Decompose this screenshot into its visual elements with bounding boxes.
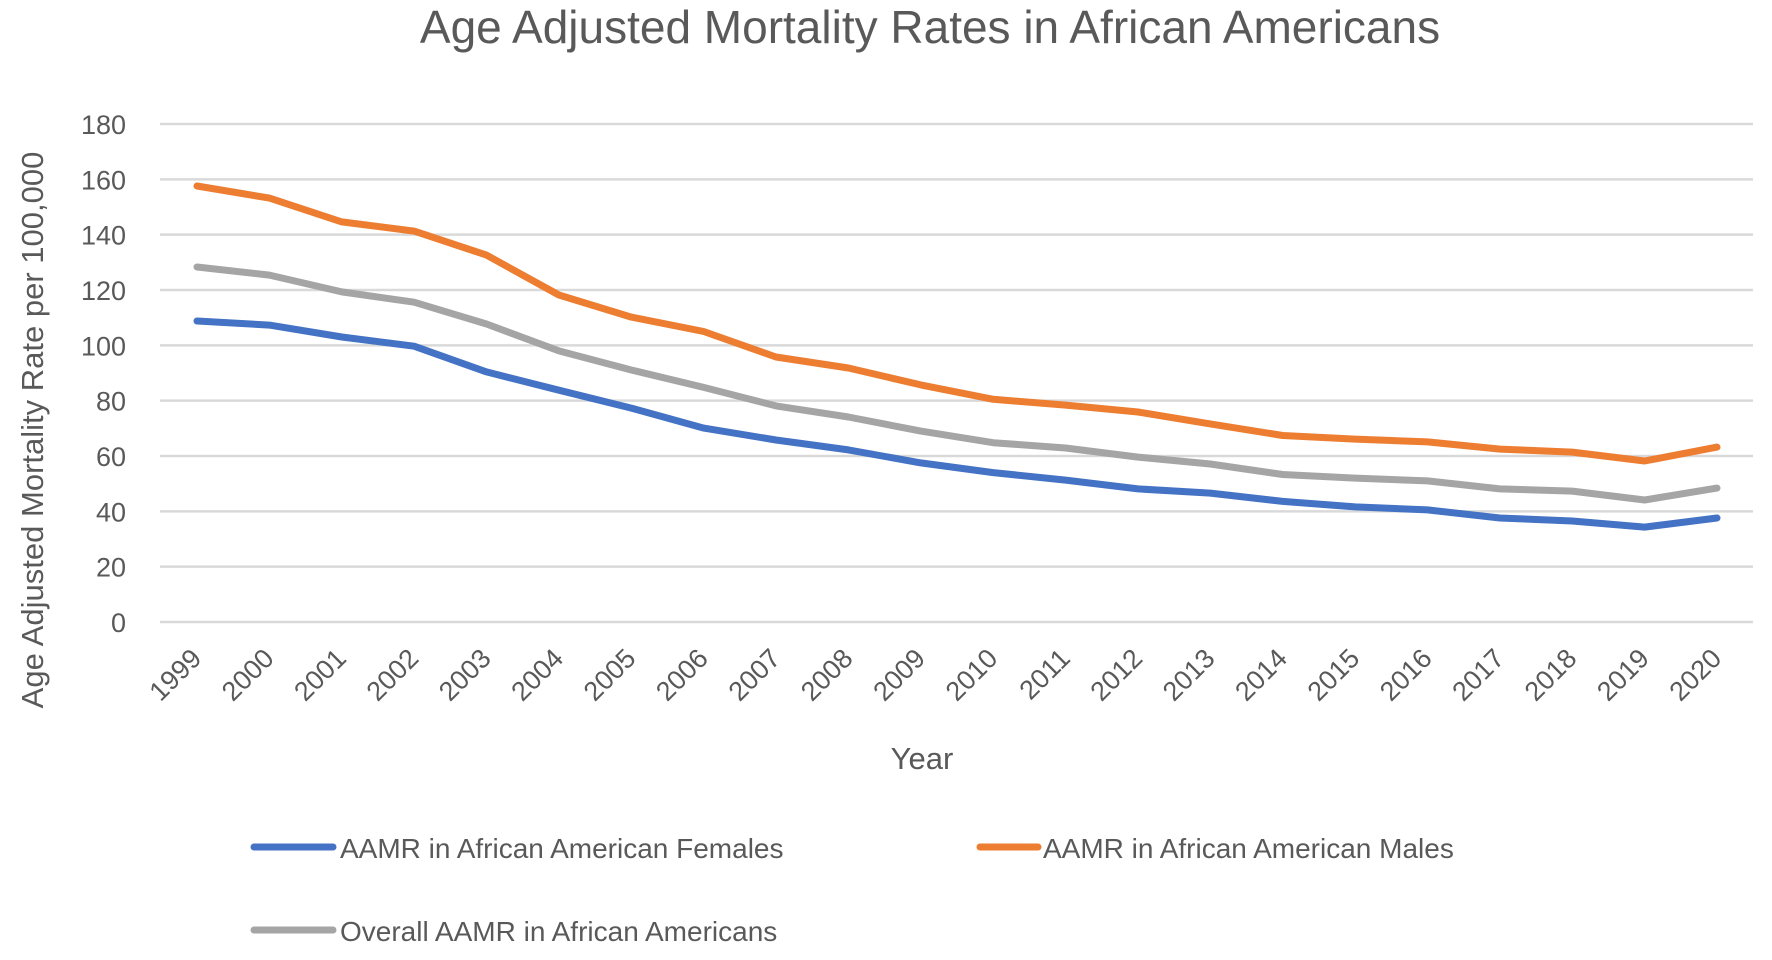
x-tick-label: 2000 xyxy=(216,643,280,707)
y-tick-label: 80 xyxy=(96,387,126,417)
y-tick-label: 180 xyxy=(81,110,126,140)
x-tick-label: 2010 xyxy=(940,643,1004,707)
x-tick-label: 2018 xyxy=(1519,643,1583,707)
legend-item-females[interactable]: AAMR in African American Females xyxy=(250,833,784,864)
x-tick-label: 2014 xyxy=(1229,643,1293,707)
series-lines xyxy=(193,182,1721,531)
legend-label-females: AAMR in African American Females xyxy=(340,833,784,864)
x-tick-label: 2019 xyxy=(1591,643,1655,707)
x-tick-label: 1999 xyxy=(144,643,208,707)
x-tick-label: 2017 xyxy=(1446,643,1510,707)
y-tick-label: 140 xyxy=(81,221,126,251)
x-tick-label: 2012 xyxy=(1085,643,1149,707)
x-tick-label: 2006 xyxy=(650,643,714,707)
legend-label-overall: Overall AAMR in African Americans xyxy=(340,916,777,947)
x-tick-label: 2005 xyxy=(578,643,642,707)
x-tick-label: 2007 xyxy=(723,643,787,707)
x-axis-title: Year xyxy=(891,741,954,776)
y-axis-title: Age Adjusted Mortality Rate per 100,000 xyxy=(15,152,50,709)
series-line-2 xyxy=(193,263,1721,504)
x-tick-label: 2002 xyxy=(361,643,425,707)
x-tick-label: 2004 xyxy=(505,643,569,707)
y-axis-ticks: 0 20 40 60 80 100 120 140 160 180 xyxy=(81,110,126,638)
x-tick-label: 2011 xyxy=(1014,643,1076,705)
chart-title: Age Adjusted Mortality Rates in African … xyxy=(420,1,1440,53)
x-tick-label: 2003 xyxy=(433,643,497,707)
x-tick-label: 2009 xyxy=(867,643,931,707)
legend-item-males[interactable]: AAMR in African American Males xyxy=(976,833,1454,864)
legend-label-males: AAMR in African American Males xyxy=(1043,833,1454,864)
y-tick-label: 160 xyxy=(81,165,126,195)
legend-item-overall[interactable]: Overall AAMR in African Americans xyxy=(250,916,777,947)
x-tick-label: 2015 xyxy=(1302,643,1366,707)
x-tick-label: 2008 xyxy=(795,643,859,707)
gridlines xyxy=(160,122,1753,624)
x-axis-ticks: 1999 2000 2001 2002 2003 2004 2005 2006 2007 2008… xyxy=(144,643,1728,707)
series-line-0 xyxy=(193,317,1721,531)
y-tick-label: 20 xyxy=(96,553,126,583)
legend: AAMR in African American Females AAMR in… xyxy=(250,833,1454,947)
y-tick-label: 120 xyxy=(81,276,126,306)
y-tick-label: 40 xyxy=(96,497,126,527)
y-tick-label: 100 xyxy=(81,331,126,361)
y-tick-label: 0 xyxy=(111,608,126,638)
x-tick-label: 2020 xyxy=(1664,643,1728,707)
x-tick-label: 2016 xyxy=(1374,643,1438,707)
series-line-1 xyxy=(193,182,1721,465)
y-tick-label: 60 xyxy=(96,442,126,472)
x-tick-label: 2001 xyxy=(288,643,352,707)
x-tick-label: 2013 xyxy=(1157,643,1221,707)
